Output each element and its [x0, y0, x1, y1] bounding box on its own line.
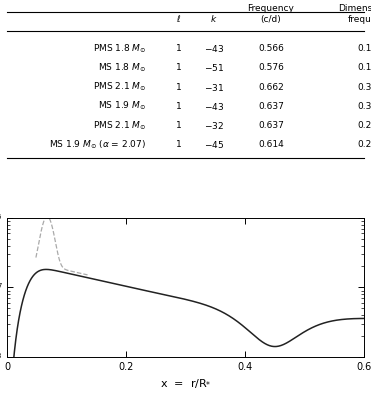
Text: MS 1.9 $M_{\odot}$: MS 1.9 $M_{\odot}$ [98, 100, 146, 113]
Text: 0.566: 0.566 [258, 44, 284, 53]
Text: PMS 2.1 $M_{\odot}$: PMS 2.1 $M_{\odot}$ [93, 119, 146, 132]
Text: 0.637: 0.637 [258, 102, 284, 111]
Text: 1: 1 [175, 140, 181, 149]
Text: 0.576: 0.576 [258, 63, 284, 73]
Text: 0.307: 0.307 [358, 83, 371, 91]
Text: 1: 1 [175, 63, 181, 73]
Text: $-$51: $-$51 [204, 63, 224, 73]
Text: PMS 2.1 $M_{\odot}$: PMS 2.1 $M_{\odot}$ [93, 81, 146, 93]
Text: MS 1.9 $M_{\odot}$ ($\alpha$ = 2.07): MS 1.9 $M_{\odot}$ ($\alpha$ = 2.07) [49, 138, 146, 151]
Text: 1: 1 [175, 44, 181, 53]
Text: $-$43: $-$43 [204, 101, 224, 112]
Text: 1: 1 [175, 121, 181, 130]
Text: 0.188: 0.188 [358, 44, 371, 53]
Text: 0.637: 0.637 [258, 121, 284, 130]
Text: Frequency
(c/d): Frequency (c/d) [247, 4, 295, 24]
Text: $-$32: $-$32 [204, 120, 224, 131]
Text: PMS 1.8 $M_{\odot}$: PMS 1.8 $M_{\odot}$ [93, 43, 146, 55]
Text: 0.188: 0.188 [358, 63, 371, 73]
Text: $\ell$: $\ell$ [176, 13, 181, 24]
X-axis label: x  =  r/R$_{*}$: x = r/R$_{*}$ [160, 377, 211, 389]
Text: $k$: $k$ [210, 13, 218, 24]
Text: 0.614: 0.614 [258, 140, 284, 149]
Text: 0.307: 0.307 [358, 102, 371, 111]
Text: 0.298: 0.298 [358, 121, 371, 130]
Text: $-$45: $-$45 [204, 139, 224, 150]
Text: $-$31: $-$31 [204, 81, 224, 93]
Text: $-$43: $-$43 [204, 43, 224, 54]
Text: 1: 1 [175, 83, 181, 91]
Text: MS 1.8 $M_{\odot}$: MS 1.8 $M_{\odot}$ [98, 62, 146, 74]
Text: 0.662: 0.662 [258, 83, 284, 91]
Text: 1: 1 [175, 102, 181, 111]
Text: 0.299: 0.299 [358, 140, 371, 149]
Text: Dimensionless
frequency: Dimensionless frequency [338, 4, 371, 24]
